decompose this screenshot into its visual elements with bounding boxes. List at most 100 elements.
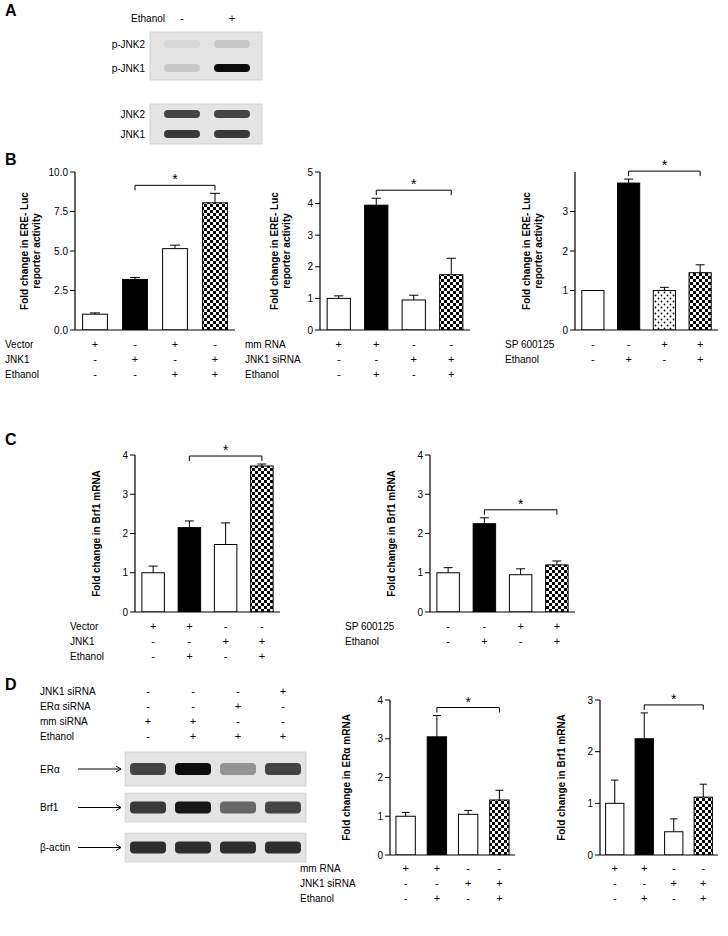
error-bar — [444, 568, 453, 573]
y-tick-label: 3 — [587, 695, 593, 706]
error-bar — [433, 716, 441, 737]
y-tick-label: 1 — [122, 567, 128, 578]
y-axis-label-line: reporter activity — [533, 213, 544, 289]
bar — [437, 573, 459, 612]
error-bar — [480, 518, 489, 524]
condition-sign: - — [642, 877, 646, 889]
band — [175, 802, 211, 814]
bar — [327, 298, 350, 330]
y-tick — [130, 612, 135, 613]
condition-label: JNK1 — [70, 636, 95, 647]
significance-label: * — [671, 691, 677, 707]
blot-header-label: JNK1 siRNA — [40, 686, 96, 697]
y-tick — [315, 172, 320, 173]
y-axis-label: Fold change in ERα mRNA — [341, 714, 352, 841]
condition-sign: - — [613, 892, 617, 904]
y-tick-label: 7.5 — [54, 206, 68, 217]
x-axis — [600, 854, 718, 855]
error-bar — [611, 780, 618, 803]
condition-sign: - — [672, 862, 676, 874]
band — [220, 802, 256, 814]
band-label: Brf1 — [40, 802, 59, 813]
blot-header-label: ERα siRNA — [40, 701, 91, 712]
y-axis-label: Fold change in ERE- Lucreporter activity — [19, 192, 42, 310]
y-tick — [425, 494, 430, 495]
chart: 0.02.55.07.510.0Fold change in ERE- Lucr… — [5, 167, 235, 381]
y-tick-label: 1 — [587, 798, 593, 809]
condition-sign: + — [612, 862, 618, 874]
y-tick — [595, 751, 600, 752]
y-tick — [70, 330, 75, 331]
blot-header-sign: + — [235, 730, 241, 742]
condition-sign: + — [481, 635, 487, 647]
condition-sign: - — [498, 862, 502, 874]
error-bar — [588, 290, 597, 291]
y-tick-label: 3 — [122, 489, 128, 500]
y-tick — [425, 572, 430, 573]
error-bar — [402, 812, 410, 816]
bar — [635, 739, 653, 855]
significance-label: * — [223, 442, 229, 458]
band-label: ERα — [40, 764, 60, 775]
error-bar — [670, 819, 677, 832]
y-tick-label: 1 — [417, 567, 423, 578]
blot-membrane — [125, 833, 306, 862]
error-bar — [700, 784, 707, 797]
y-tick-label: 3 — [562, 206, 568, 217]
condition-sign: + — [448, 353, 454, 365]
y-tick-label: 0 — [587, 850, 593, 861]
condition-label: Ethanol — [5, 369, 39, 380]
condition-sign: + — [700, 877, 706, 889]
condition-label: JNK1 — [5, 354, 30, 365]
condition-sign: - — [224, 620, 228, 632]
blot-header-sign: - — [281, 715, 285, 727]
condition-sign: - — [260, 620, 264, 632]
panel-label: C — [5, 431, 17, 448]
bar — [653, 291, 675, 331]
y-axis-label-line: Fold change in ERE- Luc — [269, 192, 280, 310]
error-bar — [552, 561, 561, 565]
significance-label: * — [465, 694, 471, 710]
condition-sign: - — [337, 353, 341, 365]
condition-sign: + — [448, 368, 454, 380]
band — [214, 40, 250, 48]
bar — [396, 816, 415, 855]
bar — [509, 575, 531, 612]
band — [130, 763, 166, 775]
error-bar — [516, 569, 525, 575]
y-tick-label: 5.0 — [54, 246, 68, 257]
condition-sign: - — [337, 368, 341, 380]
blot-membrane — [150, 104, 262, 144]
condition-label: mm RNA — [300, 863, 341, 874]
condition-sign: - — [446, 635, 450, 647]
error-bar — [90, 313, 100, 314]
y-tick-label: 2 — [562, 246, 568, 257]
condition-sign: + — [336, 338, 342, 350]
condition-label: Ethanol — [70, 651, 104, 662]
bar — [214, 544, 236, 612]
y-axis-label-line: Fold change in ERE- Luc — [521, 192, 532, 310]
band — [214, 110, 250, 118]
y-axis-label: Fold change in Brf1 mRNA — [91, 470, 102, 597]
condition-sign: + — [172, 338, 178, 350]
bar — [689, 273, 711, 330]
blot-header-label: Ethanol — [40, 731, 74, 742]
condition-sign: + — [465, 877, 471, 889]
condition-sign: + — [150, 620, 156, 632]
condition-sign: + — [132, 353, 138, 365]
condition-label: SP 600125 — [505, 339, 555, 350]
blot-header-sign: - — [191, 685, 195, 697]
bars — [83, 193, 228, 330]
blot-membrane — [125, 793, 306, 822]
y-tick — [70, 290, 75, 291]
y-axis-label-line: Fold change in ERα mRNA — [341, 714, 352, 841]
condition-sign: + — [496, 877, 502, 889]
band — [265, 842, 301, 854]
condition-sign: + — [259, 650, 265, 662]
condition-sign: + — [671, 877, 677, 889]
bar — [427, 737, 446, 855]
y-axis-label: Fold change in Brf1 mRNA — [556, 714, 567, 841]
band — [214, 64, 250, 72]
band — [164, 110, 200, 118]
y-tick-label: 10.0 — [49, 167, 69, 178]
